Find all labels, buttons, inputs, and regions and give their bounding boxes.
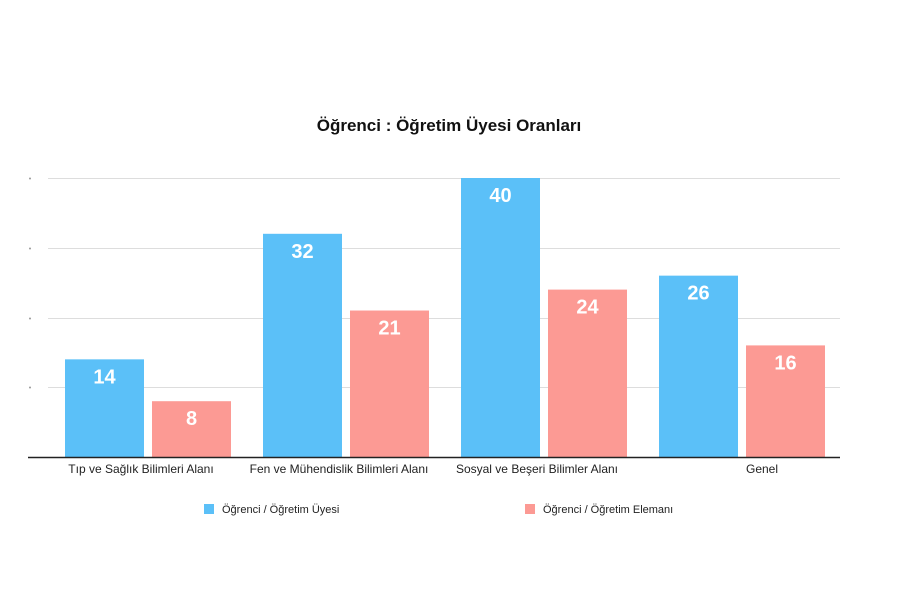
bar-ogretim-uyesi <box>65 359 144 457</box>
bars <box>65 178 825 457</box>
y-tick-mark <box>29 386 31 389</box>
data-labels: 14 8 32 21 40 24 26 16 <box>93 185 796 430</box>
data-label: 40 <box>489 185 511 207</box>
data-label: 26 <box>687 283 709 305</box>
category-label: Genel <box>746 462 778 476</box>
legend: Öğrenci / Öğretim Üyesi Öğrenci / Öğretim… <box>204 504 673 516</box>
legend-label: Öğrenci / Öğretim Elemanı <box>543 504 673 516</box>
legend-swatch <box>525 504 535 514</box>
category-label: Fen ve Mühendislik Bilimleri Alanı <box>250 462 429 476</box>
bar-ogretim-uyesi <box>461 178 540 457</box>
data-label: 21 <box>378 318 400 340</box>
bar-ogretim-elemani <box>548 289 627 457</box>
data-label: 24 <box>576 297 599 319</box>
category-label: Sosyal ve Beşeri Bilimler Alanı <box>456 462 618 476</box>
bar-ogretim-uyesi <box>263 233 342 457</box>
y-tick-mark <box>29 317 31 320</box>
chart-title: Öğrenci : Öğretim Üyesi Oranları <box>317 116 582 135</box>
y-tick-mark <box>29 247 31 250</box>
bar-ogretim-elemani <box>152 401 231 457</box>
data-label: 16 <box>774 352 796 374</box>
bar-ogretim-elemani <box>746 345 825 457</box>
legend-label: Öğrenci / Öğretim Üyesi <box>222 504 339 516</box>
data-label: 32 <box>291 241 313 263</box>
legend-swatch <box>204 504 214 514</box>
data-label: 14 <box>93 366 116 388</box>
bar-ogretim-elemani <box>350 310 429 457</box>
category-label: Tıp ve Sağlık Bilimleri Alanı <box>68 462 213 476</box>
data-label: 8 <box>186 408 197 430</box>
y-tick-mark <box>29 177 31 180</box>
category-labels: Tıp ve Sağlık Bilimleri Alanı Fen ve Mühe… <box>68 462 778 476</box>
bar-ogretim-uyesi <box>659 275 738 457</box>
